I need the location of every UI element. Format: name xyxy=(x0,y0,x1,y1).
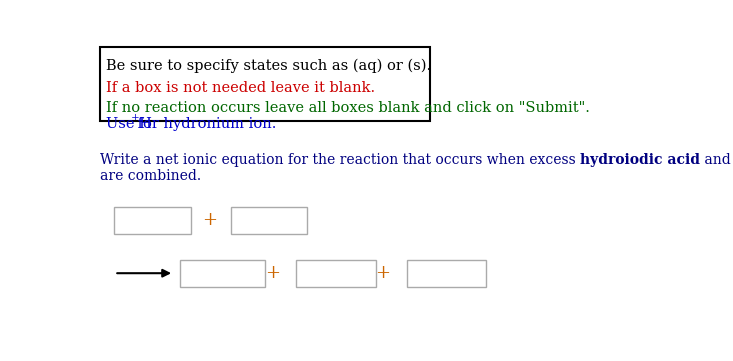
Text: hydroiodic acid: hydroiodic acid xyxy=(581,153,700,167)
Text: +: + xyxy=(130,113,139,122)
Text: +: + xyxy=(202,212,217,229)
Text: +: + xyxy=(265,264,280,282)
Text: and: and xyxy=(700,153,733,167)
Text: If no reaction occurs leave all boxes blank and click on "Submit".: If no reaction occurs leave all boxes bl… xyxy=(106,101,590,115)
Text: Use H: Use H xyxy=(106,117,152,131)
Text: Be sure to specify states such as (aq) or (s).: Be sure to specify states such as (aq) o… xyxy=(106,58,431,73)
Text: for hydronium ion.: for hydronium ion. xyxy=(133,117,276,131)
Text: If a box is not needed leave it blank.: If a box is not needed leave it blank. xyxy=(106,81,375,95)
Text: +: + xyxy=(375,264,390,282)
Text: are combined.: are combined. xyxy=(100,169,202,183)
Text: Write a net ionic equation for the reaction that occurs when excess: Write a net ionic equation for the react… xyxy=(100,153,581,167)
